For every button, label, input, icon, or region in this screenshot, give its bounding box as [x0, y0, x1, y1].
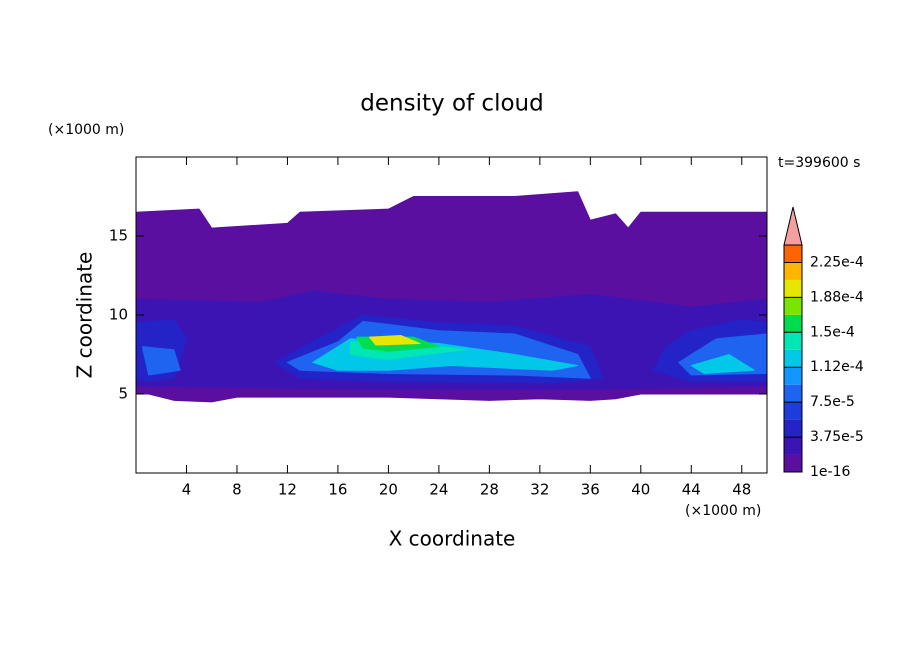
colorbar-tick-label: 7.5e-5: [810, 394, 855, 410]
x-tick-label: 36: [581, 481, 600, 499]
colorbar-tick-label: 1.88e-4: [810, 289, 864, 305]
colorbar-band: [784, 367, 802, 385]
colorbar-band: [784, 384, 802, 403]
x-tick-label: 24: [429, 481, 448, 499]
contour-region: [141, 346, 181, 376]
colorbar-band: [784, 314, 802, 333]
colorbar-band: [784, 262, 802, 280]
contour-region: [690, 354, 755, 374]
contour-region: [368, 335, 421, 346]
annotation: t=399600 s: [778, 155, 860, 171]
y-tick-label: 15: [109, 227, 128, 245]
x-tick-label: 16: [328, 481, 347, 499]
colorbar-band: [784, 402, 802, 420]
colorbar-band: [784, 349, 802, 368]
x-tick-label: 12: [278, 481, 297, 499]
x-tick-label: 32: [530, 481, 549, 499]
colorbar-band: [784, 245, 802, 263]
y-tick-label: 5: [118, 385, 128, 403]
colorbar-band: [784, 437, 802, 455]
colorbar-tick-label: 2.25e-4: [810, 254, 864, 270]
colorbar-band: [784, 279, 802, 298]
chart-title: density of cloud: [360, 91, 543, 117]
colorbar-extend: [783, 206, 803, 246]
colorbar-band: [784, 419, 802, 438]
x-tick-label: 20: [379, 481, 398, 499]
colorbar-band: [784, 297, 802, 315]
contour-field: [135, 191, 768, 403]
x-tick-label: 28: [480, 481, 499, 499]
y-axis-label: Z coordinate: [73, 252, 97, 379]
x-tick-label: 44: [682, 481, 701, 499]
colorbar-tick-label: 1e-16: [810, 464, 850, 480]
colorbar-tick-label: 1.12e-4: [810, 359, 864, 375]
x-tick-label: 48: [732, 481, 751, 499]
x-tick-label: 8: [232, 481, 242, 499]
colorbar-band: [784, 332, 802, 350]
y-tick-label: 10: [109, 306, 128, 324]
colorbar-band: [784, 454, 802, 472]
x-tick-label: 40: [631, 481, 650, 499]
x-unit: (×1000 m): [685, 503, 761, 519]
x-tick-label: 4: [182, 481, 192, 499]
x-axis-label: X coordinate: [389, 527, 516, 551]
y-unit: (×1000 m): [48, 122, 124, 138]
colorbar-tick-label: 3.75e-5: [810, 429, 864, 445]
colorbar-tick-label: 1.5e-4: [810, 324, 855, 340]
